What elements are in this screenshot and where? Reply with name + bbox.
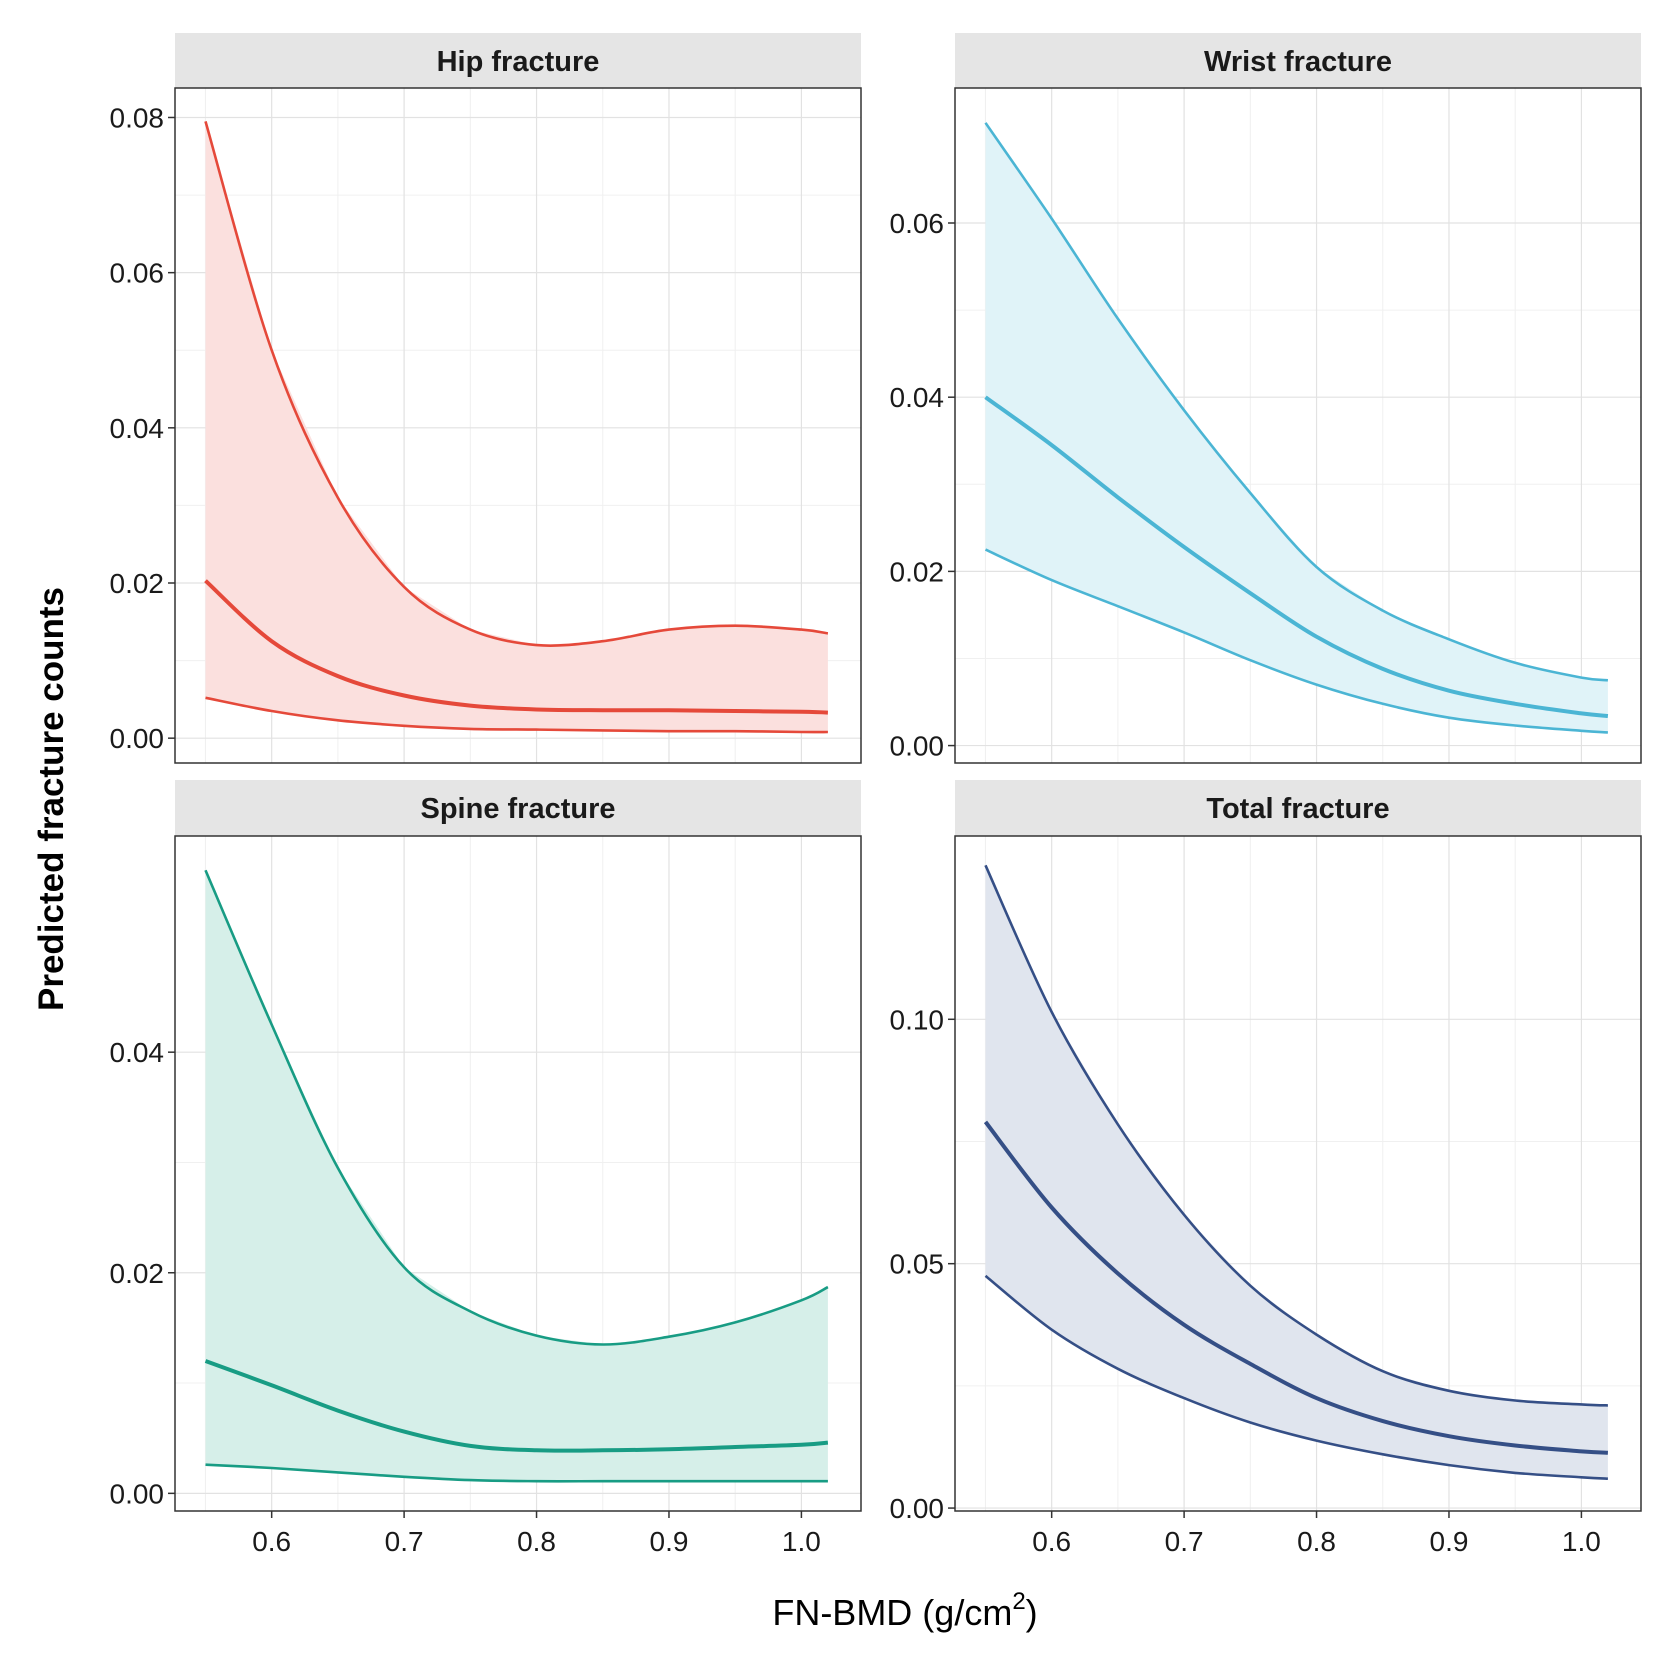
panel-title-wrist-fracture: Wrist fracture <box>1204 46 1392 78</box>
series-line-fit-wrist-fracture <box>984 395 1609 718</box>
confidence-band-spine-fracture <box>205 870 828 1482</box>
panel-border-wrist-fracture <box>954 87 1642 764</box>
x-axis-title-close: ) <box>1026 1592 1038 1633</box>
y-tick-label: 0.10 <box>890 1004 945 1035</box>
series-line-upper-total-fracture <box>984 864 1608 1407</box>
y-tick-label: 0.00 <box>110 723 165 754</box>
x-tick-label: 0.8 <box>1297 1526 1336 1557</box>
series-line-lower-spine-fracture <box>205 1463 828 1483</box>
y-tick-label: 0.04 <box>890 382 945 413</box>
y-tick-label: 0.00 <box>890 1493 945 1524</box>
confidence-band-wrist-fracture <box>985 122 1608 733</box>
y-tick-label: 0.06 <box>890 208 945 239</box>
facet-panels: Hip fracture 0.00 0.02 0.04 0.06 0.08 Wrist fr… <box>110 33 1642 1557</box>
panel-title-spine-fracture: Spine fracture <box>421 793 616 825</box>
series-line-fit-hip-fracture <box>204 579 828 715</box>
x-tick-label: 1.0 <box>782 1526 821 1557</box>
series-line-fit-total-fracture <box>983 1120 1608 1455</box>
series-line-upper-hip-fracture <box>204 121 829 647</box>
series-line-upper-spine-fracture <box>204 869 829 1346</box>
strip-total-fracture <box>955 780 1641 836</box>
y-tick-label: 0.02 <box>110 1258 165 1289</box>
x-tick-label: 1.0 <box>1562 1526 1601 1557</box>
series-line-lower-hip-fracture <box>205 696 828 734</box>
y-tick-label: 0.02 <box>110 568 165 599</box>
series-line-fit-spine-fracture <box>204 1359 829 1453</box>
x-tick-label: 0.9 <box>650 1526 689 1557</box>
x-tick-label: 0.7 <box>1165 1526 1204 1557</box>
x-axis-title: FN-BMD (g/cm2) <box>772 1588 1037 1633</box>
x-tick-label: 0.7 <box>385 1526 424 1557</box>
y-axis-title: Predicted fracture counts <box>32 587 71 1011</box>
y-tick-label: 0.00 <box>890 731 945 762</box>
series-line-lower-total-fracture <box>984 1274 1608 1480</box>
x-tick-label: 0.9 <box>1430 1526 1469 1557</box>
x-tick-label: 0.8 <box>517 1526 556 1557</box>
panel-title-hip-fracture: Hip fracture <box>437 46 600 78</box>
strip-wrist-fracture <box>955 33 1641 88</box>
x-axis-title-superscript: 2 <box>1012 1588 1025 1615</box>
confidence-band-total-fracture <box>985 865 1608 1479</box>
y-tick-label: 0.02 <box>890 556 945 587</box>
panel-hip-fracture: Hip fracture 0.00 0.02 0.04 0.06 0.08 <box>110 33 862 764</box>
panel-title-total-fracture: Total fracture <box>1206 793 1389 825</box>
panel-wrist-fracture: Wrist fracture 0.00 0.02 0.04 0.06 <box>890 33 1642 764</box>
y-tick-label: 0.06 <box>110 258 165 289</box>
panel-border-total-fracture <box>954 835 1642 1512</box>
panel-border-hip-fracture <box>174 87 862 764</box>
y-tick-label: 0.08 <box>110 102 165 133</box>
x-tick-label: 0.6 <box>1032 1526 1071 1557</box>
y-tick-label: 0.05 <box>890 1249 945 1280</box>
y-tick-label: 0.04 <box>110 1037 165 1068</box>
y-tick-label: 0.04 <box>110 413 165 444</box>
confidence-band-hip-fracture <box>205 121 828 732</box>
panel-border-spine-fracture <box>174 835 862 1512</box>
series-line-lower-wrist-fracture <box>984 548 1608 734</box>
strip-hip-fracture <box>175 33 861 88</box>
y-tick-label: 0.00 <box>110 1478 165 1509</box>
strip-spine-fracture <box>175 780 861 836</box>
panel-spine-fracture: Spine fracture 0.00 0.02 0.04 0.6 0.7 0.8 0.9 1.… <box>110 780 862 1557</box>
series-line-upper-wrist-fracture <box>984 122 1609 682</box>
x-tick-label: 0.6 <box>252 1526 291 1557</box>
panel-total-fracture: Total fracture 0.00 0.05 0.10 0.6 0.7 0.8 0.9 1.… <box>890 780 1642 1557</box>
x-axis-title-main: FN-BMD (g/cm <box>772 1592 1012 1633</box>
